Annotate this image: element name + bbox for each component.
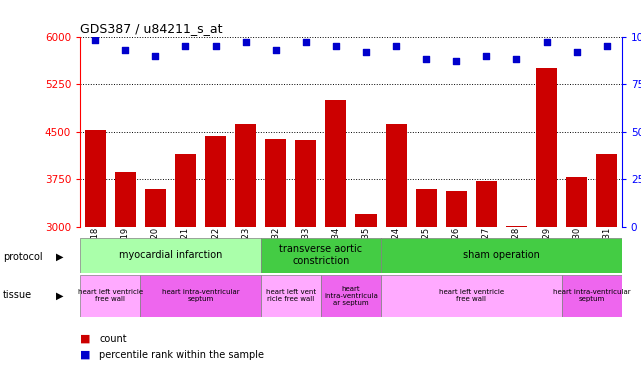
Point: [271, 47, 281, 53]
Text: heart left ventricle
free wall: heart left ventricle free wall: [78, 289, 143, 302]
Text: transverse aortic
constriction: transverse aortic constriction: [279, 244, 362, 266]
Bar: [80, 238, 261, 273]
Bar: [356, 214, 376, 366]
Bar: [381, 274, 562, 317]
Point: [331, 43, 341, 49]
Point: [361, 49, 371, 55]
Text: sham operation: sham operation: [463, 250, 540, 260]
Point: [512, 56, 522, 62]
Text: ▶: ▶: [56, 290, 64, 300]
Bar: [381, 238, 622, 273]
Bar: [566, 178, 587, 366]
Point: [150, 53, 160, 59]
Text: ■: ■: [80, 350, 90, 360]
Bar: [296, 140, 317, 366]
Bar: [140, 274, 261, 317]
Bar: [596, 154, 617, 366]
Point: [90, 37, 100, 43]
Point: [391, 43, 401, 49]
Text: tissue: tissue: [3, 290, 32, 300]
Point: [301, 40, 311, 45]
Point: [210, 43, 221, 49]
Point: [481, 53, 492, 59]
Text: ▶: ▶: [56, 252, 64, 262]
Bar: [205, 136, 226, 366]
Bar: [536, 68, 557, 366]
Text: heart
intra-ventricula
ar septum: heart intra-ventricula ar septum: [324, 285, 378, 306]
Bar: [235, 124, 256, 366]
Point: [180, 43, 190, 49]
Point: [240, 40, 251, 45]
Bar: [265, 139, 287, 366]
Bar: [175, 154, 196, 366]
Text: ■: ■: [80, 333, 90, 344]
Point: [602, 43, 612, 49]
Bar: [145, 189, 166, 366]
Bar: [415, 189, 437, 366]
Bar: [80, 274, 140, 317]
Bar: [326, 100, 346, 366]
Point: [421, 56, 431, 62]
Text: count: count: [99, 333, 127, 344]
Text: heart intra-ventricular
septum: heart intra-ventricular septum: [162, 289, 239, 302]
Bar: [445, 191, 467, 366]
Text: heart intra-ventricular
septum: heart intra-ventricular septum: [553, 289, 631, 302]
Bar: [506, 226, 527, 366]
Bar: [562, 274, 622, 317]
Bar: [115, 172, 136, 366]
Point: [451, 59, 462, 64]
Point: [572, 49, 582, 55]
Bar: [321, 274, 381, 317]
Text: protocol: protocol: [3, 252, 43, 262]
Point: [542, 40, 552, 45]
Bar: [261, 274, 321, 317]
Text: heart left ventricle
free wall: heart left ventricle free wall: [438, 289, 504, 302]
Bar: [261, 238, 381, 273]
Bar: [476, 180, 497, 366]
Text: GDS387 / u84211_s_at: GDS387 / u84211_s_at: [80, 22, 222, 36]
Text: heart left vent
ricle free wall: heart left vent ricle free wall: [266, 289, 316, 302]
Bar: [385, 124, 406, 366]
Text: myocardial infarction: myocardial infarction: [119, 250, 222, 260]
Bar: [85, 131, 106, 366]
Point: [120, 47, 130, 53]
Text: percentile rank within the sample: percentile rank within the sample: [99, 350, 264, 360]
